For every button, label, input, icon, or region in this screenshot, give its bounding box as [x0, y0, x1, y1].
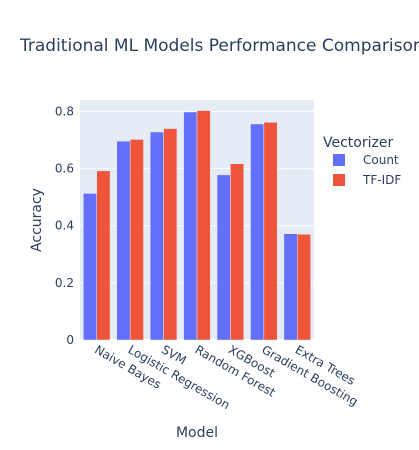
chart-title: Traditional ML Models Performance Compar…: [19, 36, 419, 56]
bar-count: [149, 131, 164, 341]
legend-swatch: [333, 174, 345, 186]
y-tick-label: 0.8: [55, 104, 74, 118]
y-tick-label: 0: [66, 333, 74, 347]
bar-tf-idf: [129, 139, 144, 341]
bar-count: [183, 111, 198, 341]
legend-label: TF-IDF: [362, 173, 401, 187]
x-axis-title: Model: [176, 425, 218, 441]
legend: Vectorizer Count TF-IDF: [323, 135, 401, 187]
y-tick-label: 0.2: [55, 276, 74, 290]
plot-area: [80, 100, 314, 341]
bar-tf-idf: [96, 170, 111, 341]
legend-title: Vectorizer: [323, 135, 393, 151]
legend-label: Count: [363, 153, 399, 167]
bar-count: [250, 123, 265, 341]
bar-count: [216, 174, 231, 341]
legend-swatch: [333, 154, 345, 166]
y-tick-label: 0.4: [55, 219, 74, 233]
bar-tf-idf: [196, 110, 211, 341]
bars: [83, 110, 311, 341]
bar-tf-idf: [163, 128, 178, 341]
bar-tf-idf: [263, 122, 278, 341]
legend-items: Count TF-IDF: [333, 153, 401, 187]
y-axis-ticks: 0 0.2 0.4 0.6 0.8: [55, 104, 74, 347]
bar-tf-idf: [230, 163, 245, 341]
bar-count: [116, 140, 131, 341]
bar-count: [283, 233, 298, 341]
bar-tf-idf: [297, 234, 311, 341]
y-axis-title: Accuracy: [29, 188, 45, 252]
bar-count: [83, 193, 97, 341]
y-tick-label: 0.6: [55, 162, 74, 176]
